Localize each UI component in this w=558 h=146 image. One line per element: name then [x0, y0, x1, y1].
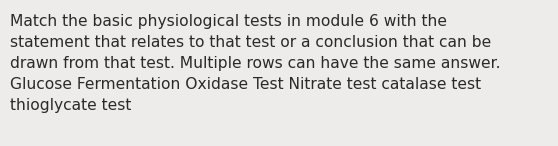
Text: drawn from that test. Multiple rows can have the same answer.: drawn from that test. Multiple rows can …	[10, 56, 501, 71]
Text: Glucose Fermentation Oxidase Test Nitrate test catalase test: Glucose Fermentation Oxidase Test Nitrat…	[10, 77, 481, 92]
Text: Match the basic physiological tests in module 6 with the: Match the basic physiological tests in m…	[10, 14, 447, 29]
Text: thioglycate test: thioglycate test	[10, 98, 131, 113]
Text: statement that relates to that test or a conclusion that can be: statement that relates to that test or a…	[10, 35, 491, 50]
